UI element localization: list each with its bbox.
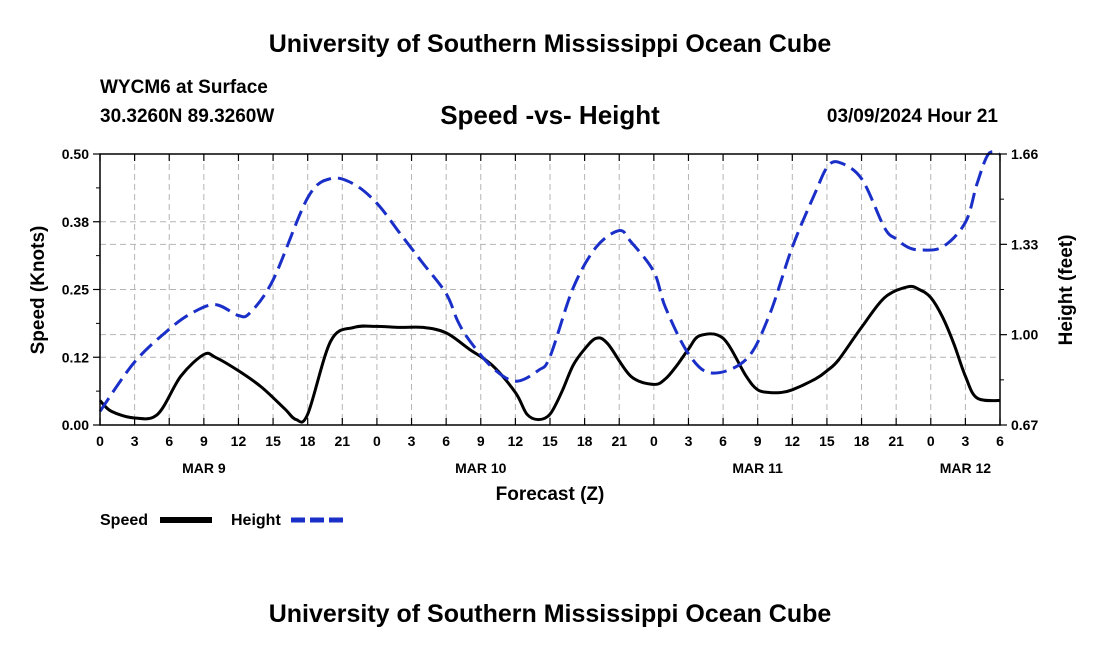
legend-height-label: Height	[231, 512, 281, 529]
x-tick-label: 3	[685, 433, 693, 449]
series-speed-line	[98, 284, 1001, 424]
x-axis-label: Forecast (Z)	[496, 484, 605, 505]
x-tick-label: 6	[719, 433, 727, 449]
y-right-tick-label: 1.66	[1011, 146, 1038, 162]
y-right-tick-label: 1.00	[1011, 327, 1038, 343]
x-tick-label: 12	[508, 433, 524, 449]
footer-organization-title: University of Southern Mississippi Ocean…	[268, 600, 832, 628]
chart-title: Speed -vs- Height	[440, 100, 660, 130]
x-tick-label: 15	[265, 433, 281, 449]
y-left-tick-label: 0.12	[62, 349, 89, 365]
x-tick-label: 12	[231, 433, 247, 449]
y-right-tick-label: 1.33	[1011, 236, 1038, 252]
y-axis-right-label: Height (feet)	[1056, 235, 1077, 346]
date-label: MAR 9	[182, 460, 226, 476]
x-tick-label: 0	[373, 433, 381, 449]
x-tick-label: 9	[477, 433, 485, 449]
organization-title: University of Southern Mississippi Ocean…	[268, 30, 832, 58]
x-tick-label: 3	[131, 433, 139, 449]
y-left-tick-label: 0.50	[62, 146, 89, 162]
x-tick-label: 0	[927, 433, 935, 449]
x-tick-label: 6	[165, 433, 173, 449]
forecast-timestamp: 03/09/2024 Hour 21	[826, 106, 998, 127]
x-tick-label: 21	[611, 433, 627, 449]
y-right-tick-label: 0.67	[1011, 417, 1038, 433]
date-label: MAR 12	[940, 460, 992, 476]
series-height-line	[98, 150, 1001, 413]
x-tick-label: 9	[200, 433, 208, 449]
grid-lines	[100, 153, 1000, 426]
x-tick-label: 18	[854, 433, 870, 449]
date-label: MAR 11	[732, 460, 783, 476]
x-tick-label: 15	[542, 433, 558, 449]
x-tick-label: 6	[442, 433, 450, 449]
x-tick-label: 9	[754, 433, 762, 449]
x-tick-label: 0	[650, 433, 658, 449]
series-lines	[98, 150, 1001, 424]
station-name: WYCM6 at Surface	[100, 77, 268, 98]
x-tick-label: 6	[996, 433, 1004, 449]
x-tick-label: 18	[577, 433, 593, 449]
x-tick-label: 15	[819, 433, 835, 449]
station-coordinates: 30.3260N 89.3260W	[100, 106, 275, 127]
y-left-tick-label: 0.38	[62, 214, 89, 230]
y-axis-left-label: Speed (Knots)	[28, 226, 49, 355]
x-tick-label: 3	[408, 433, 416, 449]
y-left-tick-label: 0.25	[62, 282, 89, 298]
axes: 0 3 6 9 12 15 18 21 0 3 6 9 12 15 18 21 0 3 6 9 12 15 18 21 0 3 6M…	[62, 146, 1039, 476]
y-left-tick-label: 0.00	[62, 417, 89, 433]
date-label: MAR 10	[455, 460, 507, 476]
x-tick-label: 18	[300, 433, 316, 449]
legend-speed-label: Speed	[100, 512, 148, 529]
x-tick-label: 21	[888, 433, 904, 449]
x-tick-label: 12	[785, 433, 801, 449]
x-tick-label: 3	[961, 433, 969, 449]
legend: Speed Height	[100, 512, 343, 529]
x-tick-label: 21	[335, 433, 351, 449]
x-tick-label: 0	[96, 433, 104, 449]
